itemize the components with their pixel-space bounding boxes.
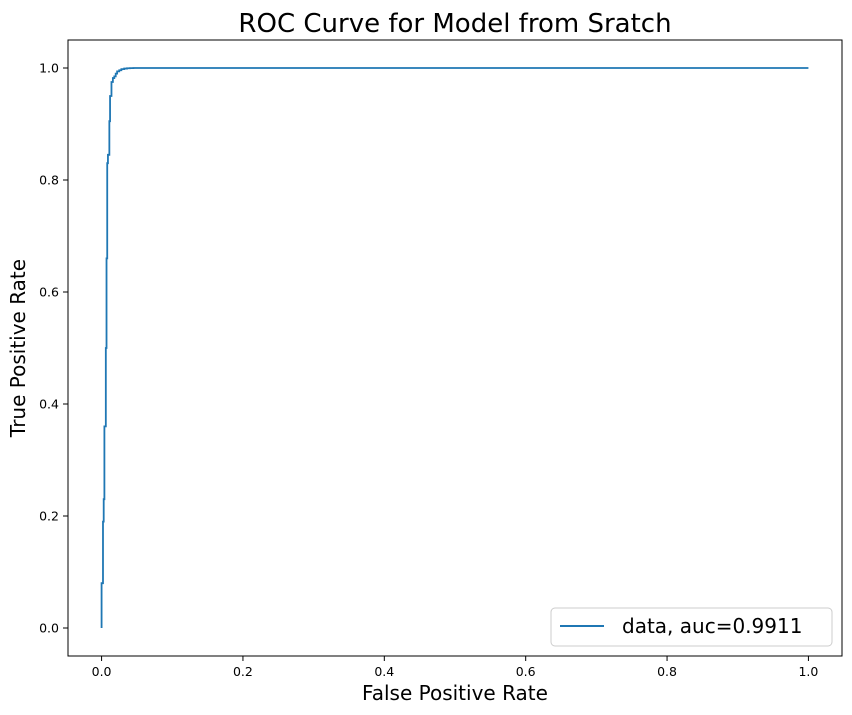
y-tick-label: 0.8 xyxy=(39,173,59,188)
x-axis-label: False Positive Rate xyxy=(362,681,548,705)
x-tick-label: 0.8 xyxy=(657,664,677,679)
x-tick-label: 0.0 xyxy=(92,664,112,679)
chart-title: ROC Curve for Model from Sratch xyxy=(238,9,671,39)
y-tick-label: 0.0 xyxy=(39,621,59,636)
x-axis-ticks: 0.0 0.2 0.4 0.6 0.8 1.0 xyxy=(92,656,818,679)
y-axis-label: True Positive Rate xyxy=(6,259,30,438)
x-tick-label: 0.2 xyxy=(233,664,253,679)
y-tick-label: 1.0 xyxy=(39,61,59,76)
y-axis-ticks: 0.0 0.2 0.4 0.6 0.8 1.0 xyxy=(39,61,68,636)
roc-curve-line xyxy=(100,67,809,628)
plot-area-frame xyxy=(67,39,843,657)
y-tick-label: 0.4 xyxy=(39,397,59,412)
x-tick-label: 0.6 xyxy=(516,664,536,679)
legend-label: data, auc=0.9911 xyxy=(622,614,802,638)
y-tick-label: 0.6 xyxy=(39,285,59,300)
legend-box xyxy=(550,607,833,647)
x-tick-label: 1.0 xyxy=(798,664,818,679)
y-tick-label: 0.2 xyxy=(39,509,59,524)
legend: data, auc=0.9911 xyxy=(550,607,833,647)
x-tick-label: 0.4 xyxy=(374,664,394,679)
